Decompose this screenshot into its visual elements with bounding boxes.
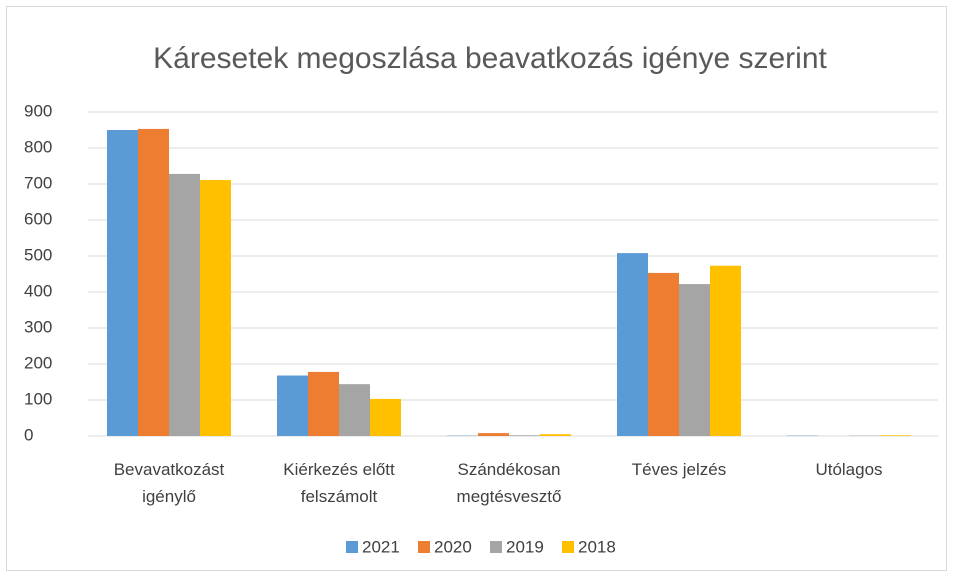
x-tick-label: Bevavatkozást igénylő: [113, 460, 225, 506]
y-tick-label: 200: [24, 353, 52, 372]
x-tick-label: Téves jelzés: [631, 460, 727, 479]
y-tick-label: 500: [24, 245, 52, 264]
bar: [679, 284, 710, 436]
bar: [138, 128, 169, 437]
bar: [478, 433, 509, 436]
y-tick-label: 300: [24, 317, 52, 336]
legend-swatch: [418, 541, 430, 553]
bar: [648, 272, 679, 436]
chart-title: Káresetek megoszlása beavatkozás igénye …: [153, 42, 827, 75]
legend-swatch: [562, 541, 574, 553]
bar: [509, 435, 540, 436]
legend-swatch: [346, 541, 358, 553]
y-tick-label: 700: [24, 173, 52, 192]
y-tick-label: 400: [24, 281, 52, 300]
y-tick-label: 600: [24, 209, 52, 228]
legend-label: 2018: [578, 537, 616, 556]
bar: [880, 435, 911, 436]
bar: [540, 434, 571, 436]
y-tick-label: 100: [24, 389, 52, 408]
legend-swatch: [490, 541, 502, 553]
bar: [617, 253, 648, 436]
bar: [169, 173, 200, 437]
legend-label: 2021: [362, 537, 400, 556]
legend-label: 2020: [434, 537, 472, 556]
bar: [710, 265, 741, 436]
bar: [308, 371, 339, 436]
bar: [339, 384, 370, 436]
y-tick-label: 0: [24, 425, 33, 444]
y-tick-label: 900: [24, 101, 52, 120]
x-tick-label: Szándékosan megtésvesztő: [456, 460, 562, 506]
y-tick-label: 800: [24, 137, 52, 156]
legend-label: 2019: [506, 537, 544, 556]
x-tick-label: Utólagos: [815, 460, 883, 479]
bar: [200, 180, 231, 436]
x-tick-label: Kiérkezés előtt felszámolt: [283, 460, 395, 506]
bar: [370, 398, 401, 436]
bar: [277, 375, 308, 436]
bar: [107, 130, 138, 436]
